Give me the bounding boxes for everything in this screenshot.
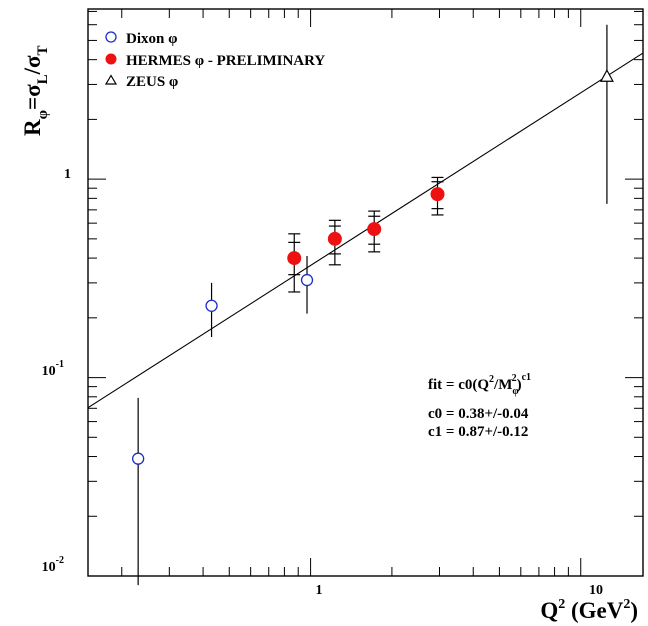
legend-label-dixon: Dixon φ	[126, 31, 177, 47]
legend-marker-hermes	[105, 53, 117, 65]
legend: Dixon φ HERMES φ - PRELIMINARY ZEUS φ	[104, 31, 325, 90]
y-axis-label: Rφ=σL/σT	[20, 45, 51, 136]
fit-line	[87, 52, 644, 409]
zeus-point-0	[599, 68, 614, 82]
x-axis-label: Q2 (GeV2)	[540, 597, 638, 623]
legend-marker-dixon	[105, 31, 117, 43]
dixon-point-2	[300, 273, 314, 287]
y-tick-label-1: 1	[64, 167, 71, 182]
legend-marker-zeus	[104, 74, 118, 85]
hermes-point-0	[287, 251, 302, 266]
fit-formula: fit = c0(Q2/Mφ2)c1	[428, 372, 531, 397]
y-tick-label-0.1: 10-1	[42, 359, 64, 379]
x-tick-label-10: 10	[589, 583, 603, 598]
dixon-point-1	[205, 299, 218, 312]
legend-label-zeus: ZEUS φ	[126, 74, 178, 90]
fit-c0: c0 = 0.38+/-0.04	[428, 406, 529, 422]
hermes-point-3	[430, 187, 445, 202]
y-tick-label-0.01: 10-2	[42, 555, 64, 575]
x-tick-label-1: 1	[316, 583, 323, 598]
hermes-point-2	[367, 222, 382, 237]
fit-line-layer	[87, 52, 644, 409]
hermes-point-1	[327, 231, 342, 246]
dixon-point-0	[132, 452, 145, 465]
fit-c1: c1 = 0.87+/-0.12	[428, 424, 528, 440]
data-marks	[132, 24, 614, 586]
legend-label-hermes: HERMES φ - PRELIMINARY	[126, 53, 325, 69]
axis-ticks	[88, 9, 643, 577]
fit-annotation: fit = c0(Q2/Mφ2)c1 c0 = 0.38+/-0.04 c1 =…	[428, 372, 531, 440]
plot-frame	[87, 8, 644, 577]
